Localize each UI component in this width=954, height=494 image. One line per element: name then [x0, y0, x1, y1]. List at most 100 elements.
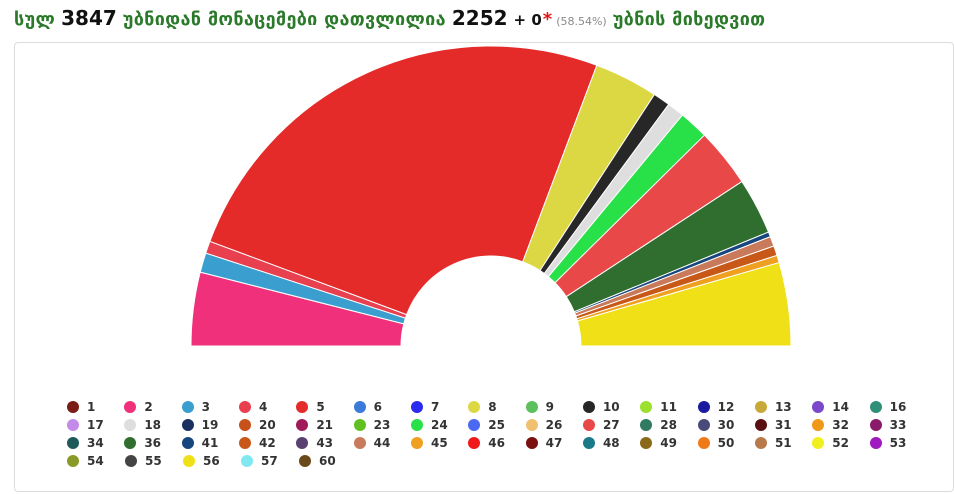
legend-item-18[interactable]: 18 [124, 418, 181, 432]
counted-stations: 2252 [451, 6, 508, 30]
legend-item-50[interactable]: 50 [697, 436, 755, 450]
legend-swatch [124, 437, 137, 449]
legend-item-4[interactable]: 4 [238, 400, 296, 414]
legend-label: 46 [488, 436, 505, 450]
legend-item-57[interactable]: 57 [241, 454, 299, 468]
legend-item-16[interactable]: 16 [869, 400, 927, 414]
legend-item-5[interactable]: 5 [296, 400, 353, 414]
legend-item-7[interactable]: 7 [410, 400, 468, 414]
legend-swatch [238, 401, 251, 413]
legend-item-20[interactable]: 20 [238, 418, 296, 432]
legend-item-25[interactable]: 25 [468, 418, 525, 432]
legend-item-27[interactable]: 27 [582, 418, 640, 432]
legend-label: 36 [144, 436, 162, 450]
legend-item-47[interactable]: 47 [525, 436, 583, 450]
legend-item-55[interactable]: 55 [125, 454, 183, 468]
legend-swatch [525, 419, 538, 431]
legend-item-9[interactable]: 9 [525, 400, 583, 414]
legend-swatch [67, 419, 79, 431]
legend-label: 18 [144, 418, 162, 432]
legend-swatch [353, 419, 366, 431]
legend-item-41[interactable]: 41 [181, 436, 239, 450]
legend-item-11[interactable]: 11 [640, 400, 697, 414]
legend-item-6[interactable]: 6 [353, 400, 411, 414]
legend-label: 43 [316, 436, 334, 450]
legend-item-24[interactable]: 24 [410, 418, 468, 432]
legend-item-52[interactable]: 52 [812, 436, 869, 450]
legend-label: 11 [660, 400, 677, 414]
legend-label: 7 [430, 400, 440, 414]
legend-item-56[interactable]: 56 [183, 454, 241, 468]
legend-item-1[interactable]: 1 [67, 400, 124, 414]
legend-swatch [67, 455, 79, 467]
legend-label: 47 [545, 436, 563, 450]
legend-swatch [697, 401, 710, 413]
legend-item-60[interactable]: 60 [299, 454, 357, 468]
legend-swatch [812, 419, 825, 431]
legend-item-30[interactable]: 30 [697, 418, 755, 432]
legend-swatch [125, 455, 137, 467]
legend-item-54[interactable]: 54 [67, 454, 125, 468]
legend-item-2[interactable]: 2 [124, 400, 181, 414]
legend-label: 20 [258, 418, 276, 432]
legend-label: 45 [430, 436, 448, 450]
legend-label: 10 [602, 400, 620, 414]
legend-swatch [468, 401, 481, 413]
legend-label: 12 [717, 400, 735, 414]
legend-swatch [410, 401, 423, 413]
legend-swatch [754, 419, 767, 431]
chart-legend: 1 2 3 4 5 6 7 8 9 10 11 12 13 14 16 17 18 19 20 21 23 24 25 26 2… [67, 398, 927, 470]
legend-item-26[interactable]: 26 [525, 418, 583, 432]
legend-item-17[interactable]: 17 [67, 418, 124, 432]
legend-swatch [124, 419, 137, 431]
asterisk: * [542, 9, 553, 30]
legend-item-44[interactable]: 44 [353, 436, 411, 450]
legend-item-46[interactable]: 46 [468, 436, 525, 450]
legend-item-43[interactable]: 43 [296, 436, 353, 450]
legend-swatch [241, 455, 253, 467]
legend-item-32[interactable]: 32 [812, 418, 869, 432]
legend-label: 8 [488, 400, 497, 414]
legend-item-31[interactable]: 31 [754, 418, 812, 432]
legend-item-23[interactable]: 23 [353, 418, 411, 432]
legend-label: 44 [373, 436, 391, 450]
legend-item-48[interactable]: 48 [582, 436, 640, 450]
legend-label: 32 [832, 418, 849, 432]
legend-label: 21 [316, 418, 334, 432]
slice-5[interactable] [209, 45, 598, 316]
legend-label: 2 [144, 400, 153, 414]
legend-item-21[interactable]: 21 [296, 418, 353, 432]
legend-item-36[interactable]: 36 [124, 436, 181, 450]
legend-item-3[interactable]: 3 [181, 400, 239, 414]
legend-item-13[interactable]: 13 [754, 400, 812, 414]
legend-label: 24 [430, 418, 448, 432]
legend-item-14[interactable]: 14 [812, 400, 869, 414]
legend-label: 17 [87, 418, 104, 432]
legend-swatch [410, 419, 423, 431]
legend-item-12[interactable]: 12 [697, 400, 755, 414]
legend-item-45[interactable]: 45 [410, 436, 468, 450]
legend-item-28[interactable]: 28 [640, 418, 697, 432]
legend-item-19[interactable]: 19 [181, 418, 239, 432]
legend-swatch [124, 401, 137, 413]
legend-label: 26 [545, 418, 563, 432]
legend-item-53[interactable]: 53 [869, 436, 927, 450]
legend-swatch [296, 401, 309, 413]
legend-swatch [296, 437, 309, 449]
legend-swatch [754, 437, 767, 449]
slice-56[interactable] [576, 261, 792, 347]
legend-item-51[interactable]: 51 [754, 436, 812, 450]
legend-label: 28 [660, 418, 677, 432]
legend-item-33[interactable]: 33 [869, 418, 927, 432]
legend-item-42[interactable]: 42 [238, 436, 296, 450]
legend-item-34[interactable]: 34 [67, 436, 124, 450]
legend-swatch [582, 419, 595, 431]
legend-item-49[interactable]: 49 [640, 436, 697, 450]
header-word-by-station: უბნის მიხედვით [612, 9, 766, 30]
legend-label: 23 [373, 418, 391, 432]
legend-item-8[interactable]: 8 [468, 400, 525, 414]
legend-swatch [812, 437, 825, 449]
legend-label: 60 [319, 454, 336, 468]
legend-item-10[interactable]: 10 [582, 400, 640, 414]
legend-label: 34 [87, 436, 104, 450]
